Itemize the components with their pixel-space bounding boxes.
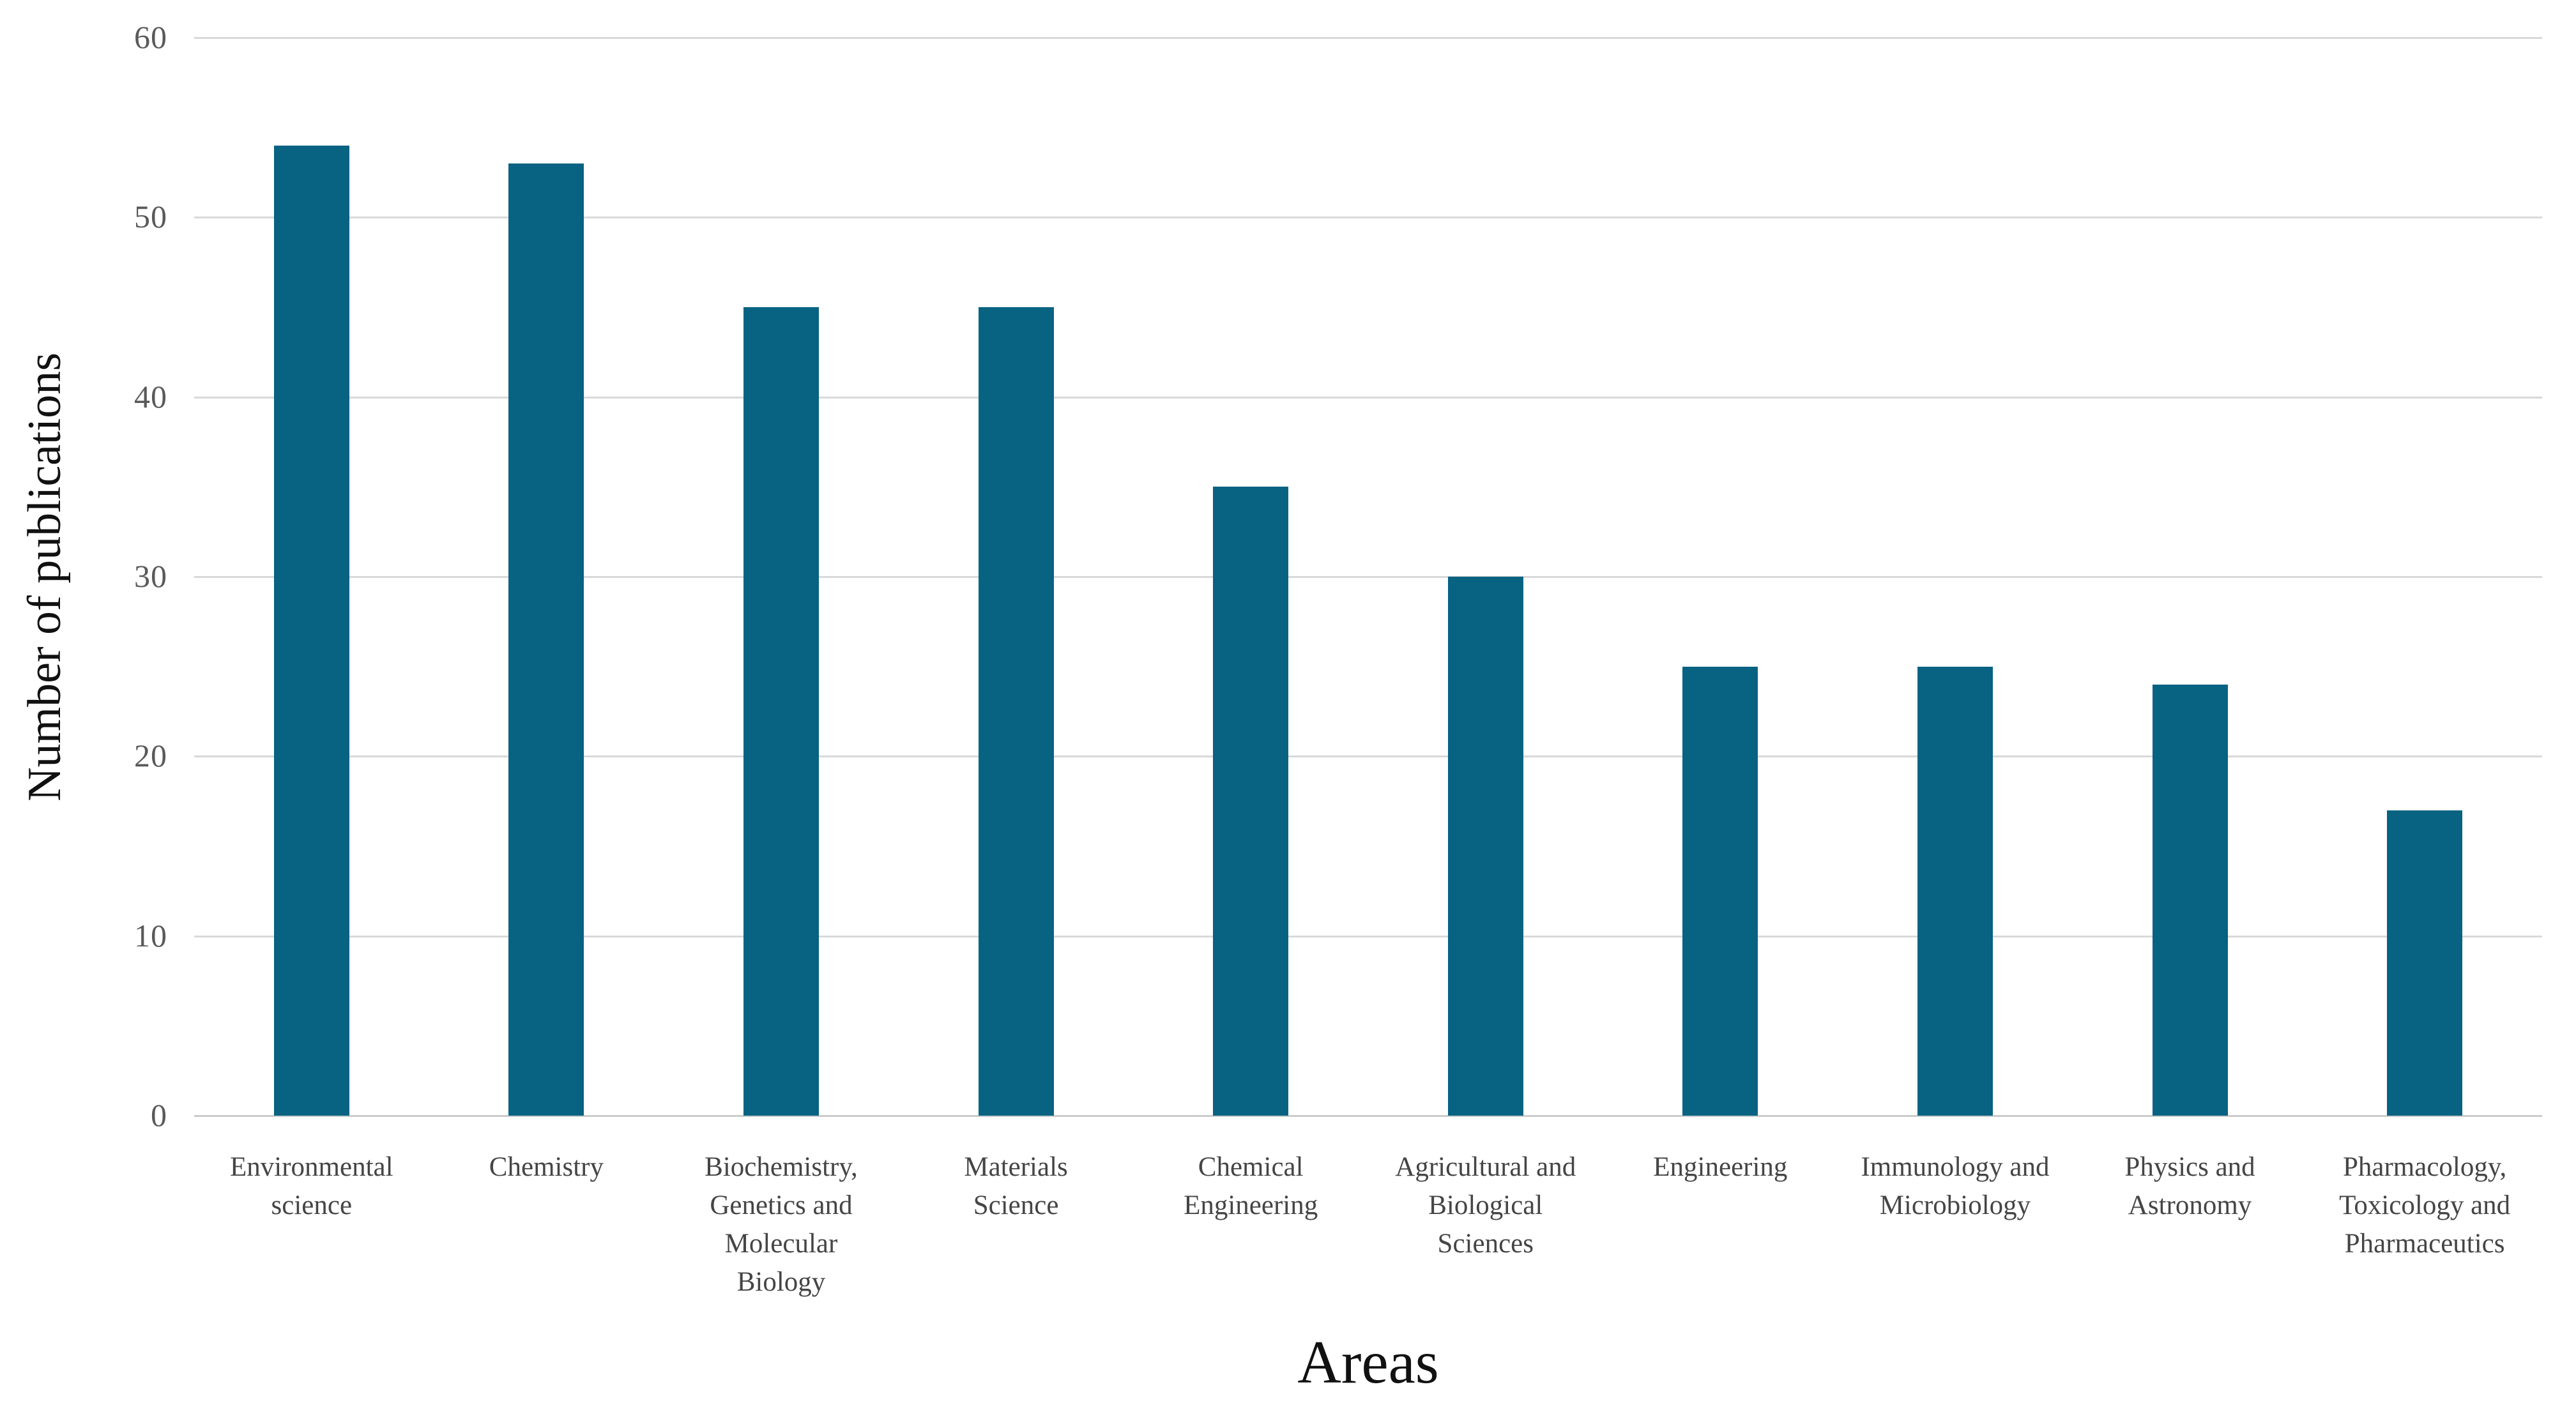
bar-slot [2307, 38, 2542, 1116]
bar-4 [978, 307, 1054, 1116]
bar-slot [1838, 38, 2073, 1116]
bar-slot [1133, 38, 1368, 1116]
category-label: Pharmacology, Toxicology and Pharmaceutics [2307, 1148, 2542, 1263]
category-label: Materials Science [899, 1148, 1134, 1225]
gridline [194, 396, 2542, 398]
category-label-line: Biological [1428, 1190, 1543, 1220]
plot-area [194, 37, 2542, 1117]
y-tick-label: 40 [134, 378, 167, 414]
bar-slot [899, 38, 1134, 1116]
category-label: Biochemistry, Genetics and Molecular Biolog… [664, 1148, 899, 1301]
y-tick-label: 20 [134, 738, 167, 774]
category-label-line: Materials [964, 1152, 1068, 1182]
gridline [194, 216, 2542, 219]
category-label: Environmental science [194, 1148, 429, 1225]
category-label: Chemical Engineering [1133, 1148, 1368, 1225]
category-label-line: Environmental [230, 1152, 393, 1182]
y-tick-label: 30 [134, 558, 167, 594]
category-label-line: Science [973, 1190, 1059, 1220]
bar-8 [1917, 666, 1993, 1116]
bar-1 [273, 145, 349, 1116]
category-label-line: Pharmacology, [2342, 1152, 2507, 1182]
bar-slot [1603, 38, 1838, 1116]
category-label: Engineering [1603, 1148, 1838, 1187]
category-label-line: Genetics and [710, 1190, 853, 1220]
bar-3 [743, 307, 819, 1116]
category-label-line: Chemical [1198, 1152, 1304, 1182]
bar-slot [429, 38, 664, 1116]
bar-5 [1213, 487, 1289, 1116]
category-label-line: Physics and [2124, 1152, 2255, 1182]
category-label: Agricultural and Biological Sciences [1368, 1148, 1603, 1263]
category-label-line: Engineering [1653, 1152, 1788, 1182]
gridline [194, 755, 2542, 758]
category-label-line: Chemistry [489, 1152, 604, 1182]
x-axis-line [194, 1115, 2542, 1117]
y-tick-label: 60 [134, 19, 167, 55]
category-label-line: Molecular [724, 1229, 838, 1259]
gridlines [194, 37, 2542, 1117]
bar-6 [1447, 577, 1523, 1116]
gridline [194, 935, 2542, 937]
bar-slot [664, 38, 899, 1116]
category-label-line: Engineering [1184, 1190, 1318, 1220]
category-label-line: Biochemistry, [705, 1152, 858, 1182]
bar-7 [1682, 666, 1758, 1116]
category-label: Physics and Astronomy [2073, 1148, 2308, 1225]
category-label-line: Pharmaceutics [2344, 1229, 2505, 1259]
gridline [194, 576, 2542, 578]
y-tick-label: 10 [134, 917, 167, 953]
bar-slot [194, 38, 429, 1116]
y-tick-label: 50 [134, 199, 167, 235]
category-label-line: Astronomy [2128, 1190, 2252, 1220]
category-label: Immunology and Microbiology [1838, 1148, 2073, 1225]
bar-slot [2073, 38, 2308, 1116]
bar-10 [2387, 810, 2463, 1116]
bar-slot [1368, 38, 1603, 1116]
category-label-line: science [271, 1190, 353, 1220]
y-tick-label: 0 [151, 1096, 167, 1133]
category-label-line: Immunology and [1861, 1152, 2050, 1182]
category-label-line: Agricultural and [1395, 1152, 1576, 1182]
bar-2 [508, 163, 584, 1116]
category-label-line: Toxicology and [2339, 1190, 2511, 1220]
category-label-line: Sciences [1437, 1229, 1534, 1259]
category-label-line: Biology [736, 1267, 826, 1297]
bars [194, 38, 2542, 1116]
bar-9 [2152, 684, 2228, 1116]
gridline [194, 37, 2542, 39]
category-label-line: Microbiology [1879, 1190, 2031, 1220]
category-label: Chemistry [429, 1148, 664, 1187]
x-axis-labels: Environmental science Chemistry Biochemistr… [194, 1148, 2542, 1301]
x-axis-title: Areas [1297, 1328, 1439, 1396]
y-axis-ticks: 0 10 20 30 40 50 60 [0, 19, 167, 1133]
